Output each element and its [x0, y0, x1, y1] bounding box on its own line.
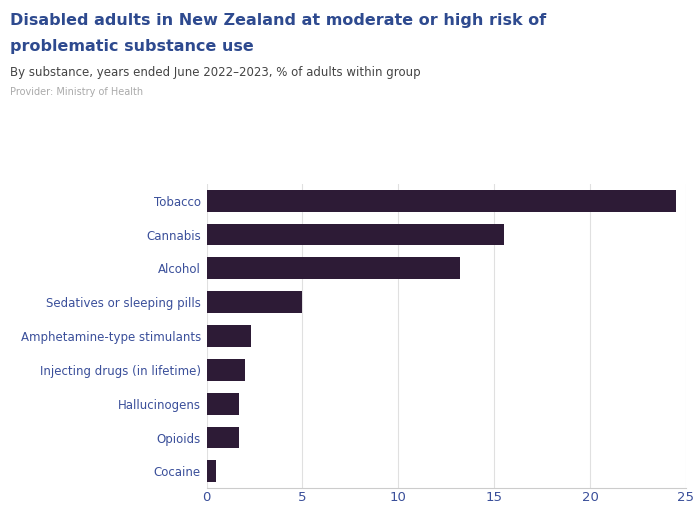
Bar: [206, 426, 239, 448]
Text: Disabled adults in New Zealand at moderate or high risk of: Disabled adults in New Zealand at modera…: [10, 13, 547, 28]
Text: problematic substance use: problematic substance use: [10, 39, 254, 55]
Bar: [206, 460, 216, 482]
Bar: [206, 359, 245, 381]
Bar: [206, 190, 676, 212]
Bar: [206, 393, 239, 415]
Bar: [206, 224, 504, 246]
Text: Provider: Ministry of Health: Provider: Ministry of Health: [10, 87, 144, 97]
Bar: [206, 325, 251, 347]
Text: figure.nz: figure.nz: [578, 18, 651, 32]
Bar: [206, 257, 460, 279]
Text: By substance, years ended June 2022–2023, % of adults within group: By substance, years ended June 2022–2023…: [10, 66, 421, 79]
Bar: [206, 291, 302, 313]
